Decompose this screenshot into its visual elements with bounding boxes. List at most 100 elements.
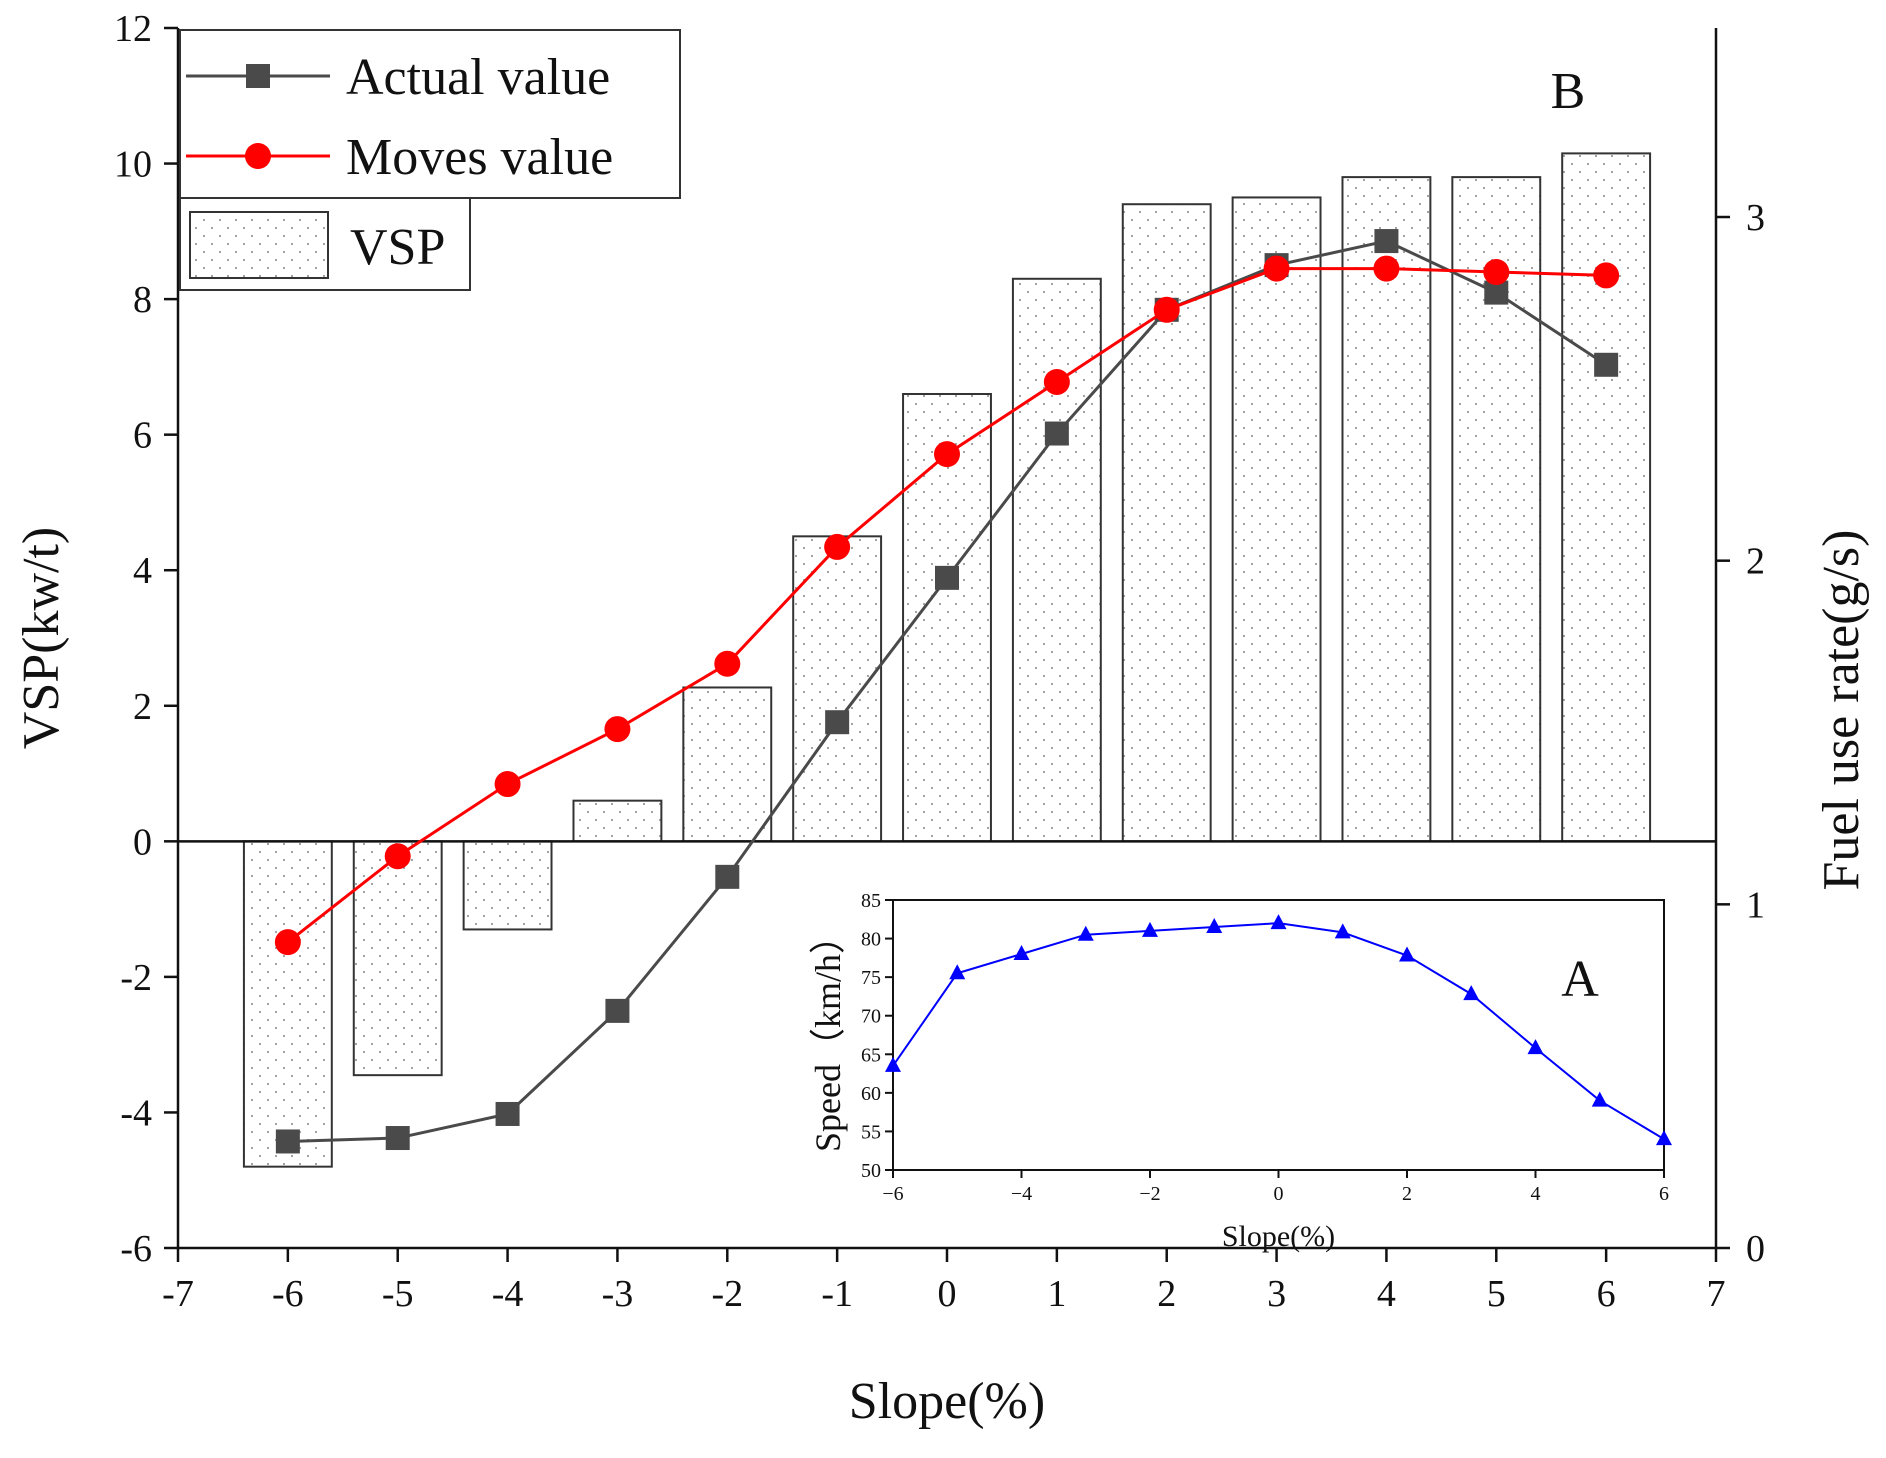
actual-value-marker — [1594, 352, 1619, 377]
speed-marker — [1013, 945, 1030, 960]
x-tick-label: -2 — [711, 1273, 743, 1315]
actual-value-marker — [935, 565, 959, 590]
inset-y-tick-label: 75 — [861, 967, 881, 989]
moves-value-marker — [1483, 259, 1510, 285]
inset-panel: −6 −4 −2 0 2 4 6 50 55 60 65 70 75 80 85 Slope(%) Speed（… — [808, 890, 1672, 1253]
y-left-tick-label: -2 — [120, 957, 152, 999]
x-axis-label: Slope(%) — [849, 1373, 1045, 1430]
moves-value-marker — [274, 929, 301, 956]
vsp-bar — [792, 535, 883, 843]
y-right-tick-label: 1 — [1746, 884, 1765, 926]
y-right-tick-label: 3 — [1746, 197, 1765, 239]
inset-y-tick-label: 80 — [861, 929, 881, 951]
moves-value-marker — [384, 843, 411, 870]
actual-value-marker — [385, 1126, 410, 1151]
x-tick-label: 3 — [1267, 1273, 1286, 1315]
actual-value-marker — [715, 864, 740, 889]
y-right-tick-label: 0 — [1746, 1228, 1765, 1270]
x-tick-label: 0 — [938, 1273, 957, 1315]
moves-value-marker — [1373, 255, 1400, 282]
legend-actual-label: Actual value — [346, 49, 610, 106]
inset-x-axis-label: Slope(%) — [1222, 1220, 1335, 1253]
x-tick-label: -6 — [272, 1273, 304, 1315]
y-left-tick-label: 8 — [133, 279, 152, 321]
inset-y-tick-label: 50 — [861, 1160, 881, 1182]
main-panel: -7 -6 -5 -4 -3 -2 -1 0 1 2 3 4 5 6 7-6-4-2024681012012… — [13, 8, 1870, 1430]
inset-x-tick-label: 4 — [1531, 1183, 1541, 1205]
legend-actual-marker — [246, 64, 270, 88]
speed-marker — [1270, 914, 1287, 930]
x-tick-label: -7 — [162, 1273, 194, 1315]
actual-value-marker — [825, 710, 850, 735]
y-left-tick-label: -4 — [120, 1092, 152, 1134]
speed-marker — [1206, 918, 1223, 933]
x-tick-label: -1 — [821, 1273, 853, 1315]
vsp-bar — [352, 840, 443, 1077]
inset-y-tick-label: 65 — [861, 1044, 881, 1066]
actual-value-marker — [1044, 421, 1069, 446]
y-left-tick-label: 2 — [133, 686, 152, 728]
legend-box-lines — [179, 29, 681, 199]
x-tick-label: 7 — [1707, 1273, 1726, 1315]
speed-marker — [949, 964, 966, 980]
y-right-axis-label: Fuel use rate(g/s) — [1813, 529, 1870, 890]
y-right-tick-label: 2 — [1746, 541, 1765, 583]
panel-label-b: B — [1551, 63, 1586, 120]
moves-value-marker — [494, 771, 521, 798]
x-tick-label: -5 — [382, 1273, 414, 1315]
x-tick-label: 4 — [1377, 1273, 1396, 1315]
y-left-tick-label: 12 — [114, 8, 152, 50]
inset-frame — [892, 899, 1665, 1171]
y-left-tick-label: -6 — [120, 1228, 152, 1270]
legend-vsp-swatch — [189, 211, 329, 279]
moves-value-marker — [1263, 255, 1290, 282]
inset-y-tick-label: 70 — [861, 1006, 881, 1028]
x-tick-label: 2 — [1157, 1273, 1176, 1315]
vsp-bar — [1341, 176, 1432, 843]
inset-y-tick-label: 55 — [861, 1121, 881, 1143]
vsp-bar — [242, 840, 333, 1168]
moves-value-marker — [714, 650, 741, 677]
legend-vsp-label: VSP — [350, 219, 445, 276]
inset-y-axis-label: Speed（km/h） — [808, 918, 848, 1152]
speed-marker — [1463, 985, 1480, 1001]
speed-marker — [885, 1056, 901, 1072]
inset-x-tick-label: −4 — [1011, 1183, 1032, 1205]
speed-marker — [1656, 1130, 1672, 1146]
y-left-tick-label: 10 — [114, 144, 152, 186]
legend-moves-marker — [245, 143, 271, 169]
panel-label-a: A — [1561, 951, 1599, 1008]
actual-value-marker — [495, 1101, 520, 1126]
vsp-bar — [572, 799, 663, 843]
moves-value-marker — [1153, 296, 1180, 323]
inset-x-tick-label: 6 — [1659, 1183, 1669, 1205]
inset-x-tick-label: −2 — [1139, 1183, 1160, 1205]
inset-x-tick-label: 2 — [1402, 1183, 1412, 1205]
moves-value-marker — [1043, 368, 1070, 395]
vsp-bar — [1561, 152, 1652, 843]
moves-value-marker — [934, 441, 960, 468]
legend-moves-label: Moves value — [346, 129, 613, 186]
moves-value-marker — [1593, 262, 1620, 289]
speed-marker — [1399, 946, 1415, 962]
x-tick-label: 1 — [1047, 1273, 1066, 1315]
speed-marker — [1591, 1091, 1608, 1107]
y-left-tick-label: 4 — [133, 550, 152, 592]
x-tick-label: 6 — [1597, 1273, 1616, 1315]
moves-value-marker — [824, 533, 851, 560]
actual-value-marker — [1374, 229, 1399, 254]
inset-y-tick-label: 60 — [861, 1083, 881, 1105]
vsp-bar — [462, 840, 553, 931]
y-left-tick-label: 0 — [133, 821, 152, 863]
x-tick-label: -3 — [602, 1273, 634, 1315]
y-left-axis-label: VSP(kw/t) — [13, 527, 70, 749]
speed-marker — [1334, 923, 1351, 939]
speed-marker — [1527, 1039, 1544, 1055]
x-tick-label: -4 — [492, 1273, 524, 1315]
vsp-bar — [1231, 196, 1322, 843]
inset-x-tick-label: −6 — [882, 1183, 903, 1205]
speed-marker — [1077, 925, 1094, 941]
actual-value-marker — [605, 998, 630, 1023]
speed-marker — [1142, 921, 1158, 937]
